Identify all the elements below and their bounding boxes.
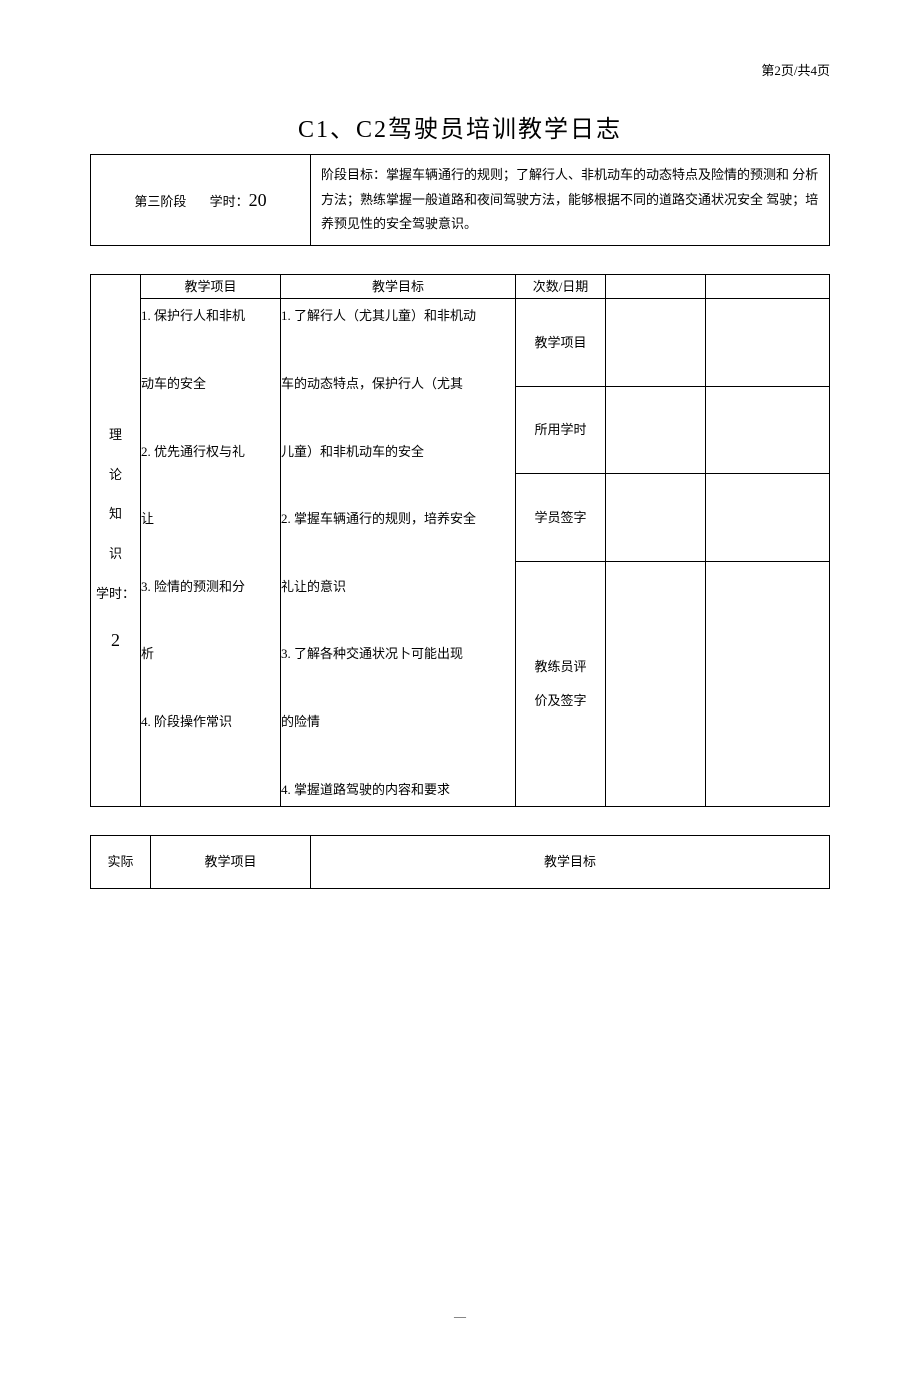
vert-char-4: 识 [91,537,140,571]
blank-cell [606,474,706,561]
stage-goal-cell: 阶段目标：掌握车辆通行的规则；了解行人、非机动车的动态特点及险情的预测和 分析方… [311,155,830,246]
vert-hours-label: 学时： [91,577,140,611]
blank-cell [706,474,830,561]
theory-knowledge-table: 理 论 知 识 学时： 2 教学项目 教学目标 次数/日期 1. 保护行人和非机… [90,274,830,807]
blank-header-1 [606,275,706,299]
stage-cell: 第三阶段 学时：20 [91,155,311,246]
footer-col-item: 教学项目 [151,836,311,888]
row-label-coach-sign: 教练员评 价及签字 [516,561,606,807]
hours-label: 学时：20 [210,184,267,216]
blank-cell [606,386,706,473]
blank-cell [706,386,830,473]
coach-sign-line2: 价及签字 [516,684,605,718]
vert-char-3: 知 [91,497,140,531]
page-number: 第2页/共4页 [90,60,830,79]
stage-header-table: 第三阶段 学时：20 阶段目标：掌握车辆通行的规则；了解行人、非机动车的动态特点… [90,154,830,246]
blank-cell [606,299,706,386]
goal-text: 掌握车辆通行的规则；了解行人、非机动车的动态特点及险情的预测和 分析方法；熟练掌… [321,167,818,231]
vert-char-1: 理 [91,418,140,452]
hours-value: 20 [249,190,267,210]
stage-name: 第三阶段 [134,190,186,213]
page-footer-dash: — [90,1309,830,1324]
col-header-date: 次数/日期 [516,275,606,299]
vert-char-2: 论 [91,458,140,492]
vert-hours-value: 2 [91,617,140,664]
blank-header-2 [706,275,830,299]
blank-cell [706,299,830,386]
vertical-section-header: 理 论 知 识 学时： 2 [91,275,141,807]
hours-label-text: 学时： [210,194,249,209]
goal-label: 阶段目标： [321,167,386,182]
footer-col-goal: 教学目标 [311,836,830,888]
teaching-goals-cell: 1. 了解行人（尤其儿童）和非机动 车的动态特点，保护行人（尤其 儿童）和非机动… [281,299,516,807]
practical-table: 实际 教学项目 教学目标 [90,835,830,888]
row-label-student-sign: 学员签字 [516,474,606,561]
document-title: C1、C2驾驶员培训教学日志 [90,109,830,144]
row-label-teaching-item: 教学项目 [516,299,606,386]
col-header-item: 教学项目 [141,275,281,299]
col-header-goal: 教学目标 [281,275,516,299]
footer-col-practical: 实际 [91,836,151,888]
row-label-hours-used: 所用学时 [516,386,606,473]
blank-cell [706,561,830,807]
coach-sign-line1: 教练员评 [516,650,605,684]
teaching-items-cell: 1. 保护行人和非机 动车的安全 2. 优先通行权与礼 让 3. 险情的预测和分… [141,299,281,807]
blank-cell [606,561,706,807]
